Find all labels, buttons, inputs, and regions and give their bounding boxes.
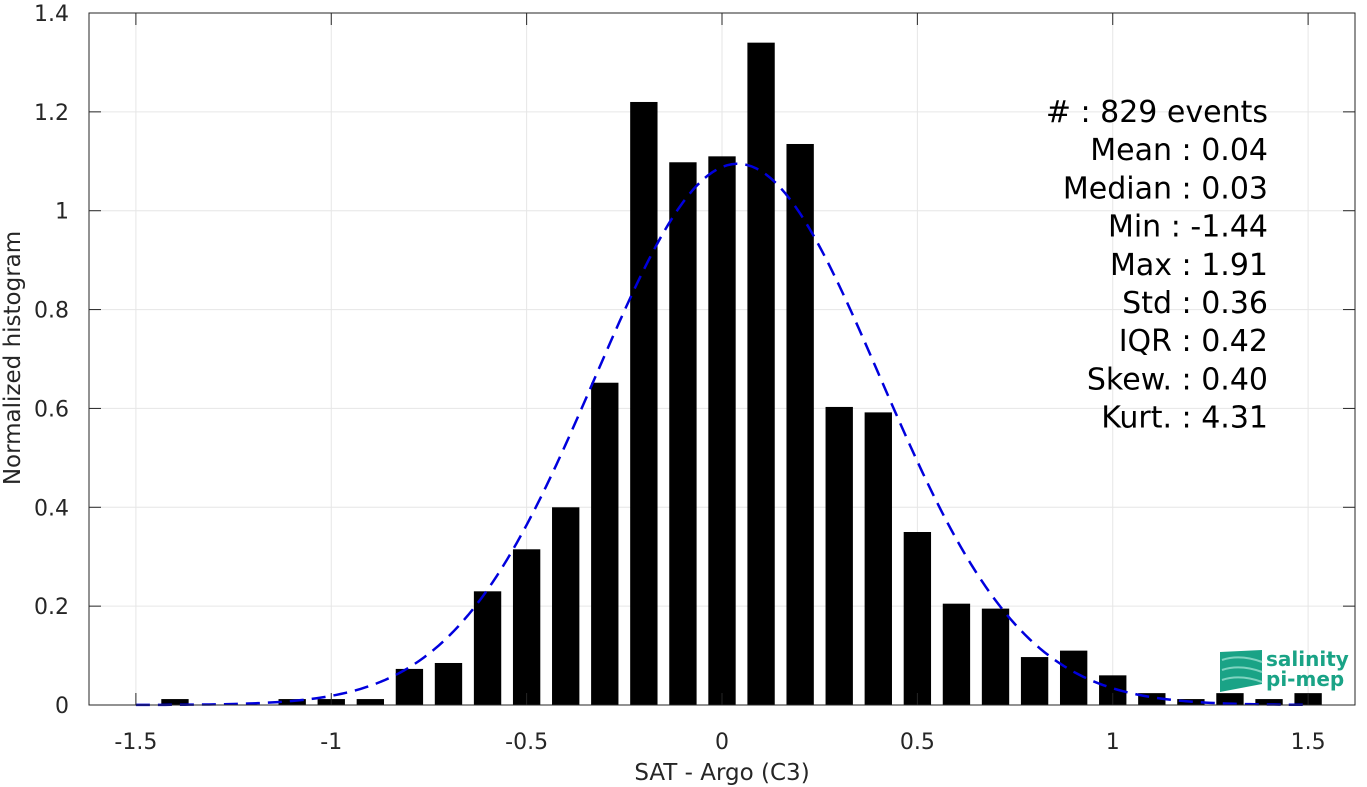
histogram-bar [395, 668, 424, 705]
x-tick-label: 1.5 [1291, 730, 1326, 755]
y-tick-label: 0.8 [34, 299, 69, 324]
y-tick-label: 0.2 [34, 595, 69, 620]
histogram-bar [708, 156, 736, 706]
y-tick-label: 0.6 [34, 397, 69, 422]
histogram-bar [1138, 693, 1166, 705]
histogram-bar [591, 382, 619, 705]
y-tick-labels: 0 0.2 0.4 0.6 0.8 1 1.2 1.4 [34, 2, 69, 719]
stats-line: Mean : 0.04 [1090, 133, 1268, 168]
y-tick-label: 0 [55, 694, 69, 719]
ticks [89, 12, 1355, 706]
y-tick-label: 0.4 [34, 496, 69, 521]
x-tick-label: -0.5 [505, 730, 548, 755]
y-tick-label: 1.2 [34, 101, 69, 126]
salinity-pi-mep-logo: salinity pi-mep [1220, 647, 1349, 692]
histogram-bar [825, 406, 853, 705]
histogram-bar [356, 699, 385, 705]
x-tick-label: 0.5 [900, 730, 935, 755]
histogram-bar [747, 42, 775, 705]
histogram-bar [434, 662, 463, 705]
histogram-bar [512, 549, 541, 705]
histogram-bar [630, 101, 658, 705]
bars [161, 42, 1322, 706]
histogram-bar [1216, 693, 1244, 705]
y-tick-label: 1.4 [34, 2, 69, 27]
x-axis-label: SAT - Argo (C3) [634, 760, 809, 786]
stats-line: Skew. : 0.40 [1087, 362, 1268, 397]
histogram-bar [161, 699, 189, 705]
x-tick-label: -1.5 [114, 730, 157, 755]
histogram-bar [1020, 657, 1049, 705]
logo-text-line1: salinity [1266, 647, 1349, 671]
histogram-bar [552, 507, 580, 705]
histogram-bar [669, 162, 697, 705]
x-tick-label: 0 [715, 730, 729, 755]
x-tick-label: -1 [320, 730, 342, 755]
stats-line: Max : 1.91 [1110, 248, 1268, 283]
stats-line: Std : 0.36 [1122, 286, 1268, 321]
histogram-bar [942, 603, 971, 705]
y-tick-label: 1 [55, 200, 69, 225]
stats-line: Min : -1.44 [1108, 210, 1268, 245]
wave-logo-icon [1220, 650, 1263, 692]
stats-line: Median : 0.03 [1063, 171, 1268, 206]
histogram-bar [981, 608, 1010, 705]
stats-line: Kurt. : 4.31 [1101, 401, 1268, 436]
stats-line: # : 829 events [1046, 95, 1268, 130]
x-tick-labels: -1.5 -1 -0.5 0 0.5 1 1.5 [114, 730, 1325, 755]
y-axis-label: Normalized histogram [0, 231, 26, 485]
logo-text-line2: pi-mep [1266, 667, 1344, 691]
histogram-bar [864, 412, 892, 705]
x-tick-label: 1 [1106, 730, 1120, 755]
histogram-bar [786, 143, 814, 705]
stats-line: IQR : 0.42 [1119, 324, 1268, 359]
histogram-bar [473, 591, 502, 705]
histogram-bar [1255, 699, 1283, 705]
histogram-bar [903, 532, 932, 705]
